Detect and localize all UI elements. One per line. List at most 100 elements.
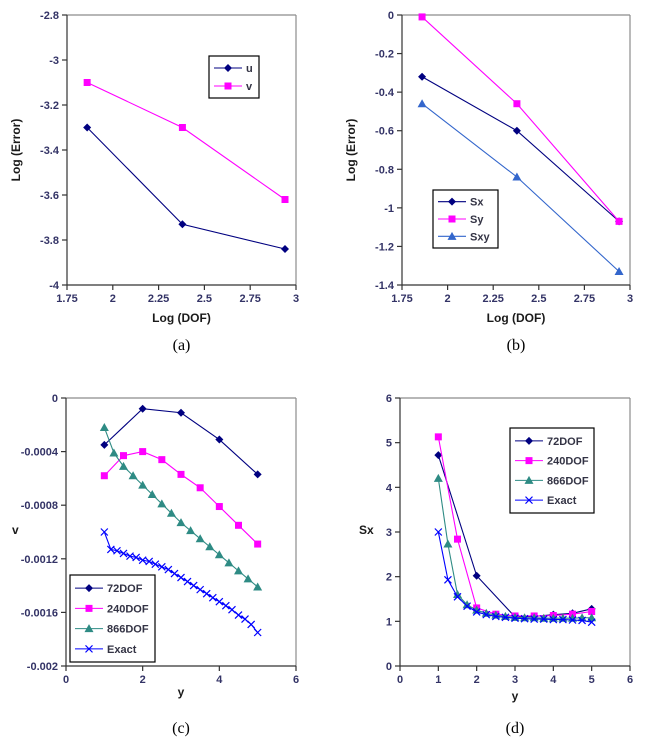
square-marker [158, 456, 166, 464]
x-tick-label: 1.75 [56, 293, 77, 305]
y-tick-label: -2.8 [40, 10, 59, 22]
x-marker [549, 615, 558, 624]
triangle-marker [214, 550, 224, 559]
y-axis-title: Log (Error) [344, 119, 358, 182]
x-marker [241, 615, 249, 624]
x-tick-label: 2 [445, 293, 451, 305]
x-marker [151, 560, 160, 569]
x-axis-title: Log (DOF) [487, 311, 546, 325]
x-marker [578, 616, 587, 625]
x-marker [525, 496, 533, 505]
axes: 0 -0.2 -0.4 -0.6 -0.8 -1 -1.2 -1.41.75 2 2.25 2.5 2… [375, 10, 633, 305]
square-marker [434, 433, 442, 441]
legend-entry-label: Exact [547, 495, 577, 507]
square-marker [513, 100, 521, 108]
legend-entry-label: Sx [470, 197, 484, 209]
x-marker [482, 610, 491, 619]
diamond-marker [253, 470, 262, 479]
x-marker [247, 620, 256, 629]
axes: -2.8 -3 -3.2 -3.4 -3.6 -3.8 -41.75 2 2.25 2.5 2.75… [40, 10, 299, 305]
x-tick-label: 6 [293, 674, 299, 686]
square-marker [196, 484, 204, 492]
x-marker [228, 605, 236, 614]
triangle-marker [157, 499, 167, 508]
chart-b: 0 -0.2 -0.4 -0.6 -0.8 -1 -1.2 -1.4 1.75 2 2.25 2.5 2… [323, 0, 646, 370]
diamond-marker [434, 451, 443, 460]
x-marker [138, 556, 147, 565]
x-tick-label: 6 [627, 674, 633, 686]
legend-entry-label: 72DOF [547, 436, 583, 448]
x-marker [472, 608, 481, 616]
square-marker [178, 124, 186, 131]
square-marker [525, 457, 533, 465]
chart-d-canvas: 0 1 2 3 4 5 6 0 1 2 3 4 5 6 72DOF 240DOF 866DOF Exact y Sx [359, 393, 633, 703]
x-tick-label: 0 [397, 674, 403, 686]
legend: uv [208, 55, 260, 99]
x-marker [434, 528, 443, 536]
plot-border [400, 397, 631, 666]
x-tick-label: 0 [63, 674, 69, 686]
y-tick-label: -0.8 [375, 164, 394, 176]
y-tick-label: -0.0016 [21, 607, 58, 619]
diamond-marker [281, 245, 290, 253]
y-tick-label: 5 [386, 438, 392, 450]
square-marker [139, 448, 147, 456]
legend-entry-label: 240DOF [547, 456, 589, 468]
triangle-marker [99, 422, 109, 431]
series-line [103, 451, 259, 545]
legend: 72DOF 240DOF 866DOF Exact [509, 427, 595, 514]
legend: 72DOF 240DOF 866DOF Exact [69, 574, 156, 663]
triangle-marker [176, 518, 186, 527]
y-tick-label: 0 [52, 393, 58, 405]
x-marker [587, 618, 596, 627]
diamond-marker [472, 571, 481, 580]
triangle-marker [128, 471, 138, 480]
triangle-marker [186, 526, 196, 535]
triangle-marker [433, 473, 443, 482]
diamond-marker [83, 123, 92, 132]
x-marker [453, 592, 462, 601]
chart-a: -2.8 -3 -3.2 -3.4 -3.6 -3.8 -4 1.75 2 2.25 2.5 2.75… [0, 0, 323, 370]
series-line [437, 531, 592, 623]
triangle-marker [205, 542, 215, 551]
y-tick-label: -3 [49, 55, 59, 67]
y-tick-label: 2 [386, 572, 392, 584]
series-line [86, 127, 286, 250]
x-marker [539, 615, 548, 624]
series-line [103, 408, 259, 475]
y-tick-label: -1 [384, 203, 394, 215]
triangle-marker [443, 539, 453, 548]
y-tick-label: 1 [386, 616, 392, 628]
chart-c-canvas: 0 -0.0004 -0.0008 -0.0012 -0.0016 -0.002 0 2 4 6 7… [12, 393, 299, 699]
x-tick-label: 3 [293, 293, 299, 305]
square-marker [177, 470, 185, 478]
series-line [86, 82, 286, 200]
x-marker [443, 575, 452, 584]
triangle-marker [234, 566, 243, 575]
square-marker [235, 521, 242, 529]
x-marker [85, 644, 93, 653]
plot-border [67, 14, 297, 285]
x-tick-label: 2.5 [531, 293, 546, 305]
square-marker [254, 540, 262, 548]
legend-entry-label: 72DOF [107, 583, 143, 595]
x-tick-label: 2.75 [574, 293, 595, 305]
x-marker [215, 597, 224, 606]
triangle-marker [614, 267, 624, 275]
x-marker [189, 581, 198, 590]
y-tick-label: -3.4 [40, 145, 60, 157]
series-Exact [100, 528, 262, 637]
x-marker [196, 585, 205, 594]
plot-border [402, 14, 631, 285]
diamond-marker [215, 435, 224, 444]
x-marker [106, 545, 115, 554]
y-tick-label: -3.6 [40, 190, 59, 202]
y-axis-title: Log (Error) [9, 119, 23, 182]
series-866DOF [99, 422, 263, 591]
legend-box [208, 55, 260, 99]
square-marker [588, 608, 596, 616]
x-tick-label: 2.25 [148, 293, 169, 305]
triangle-marker [462, 600, 472, 609]
y-tick-label: -3.8 [40, 235, 59, 247]
x-marker [157, 562, 166, 571]
